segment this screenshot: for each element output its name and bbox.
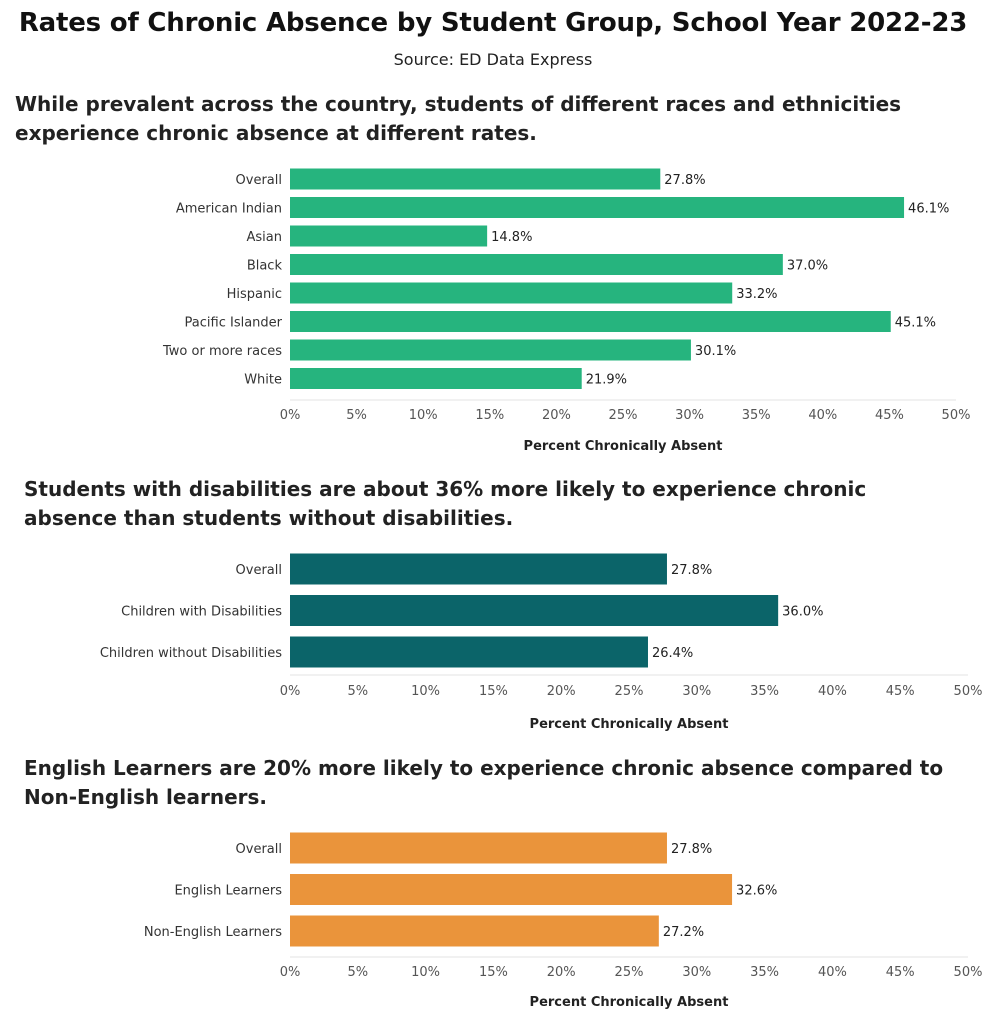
x-tick-label: 50% bbox=[954, 965, 983, 980]
data-label: 27.8% bbox=[671, 842, 712, 857]
bar bbox=[290, 311, 891, 332]
x-tick-label: 5% bbox=[347, 684, 368, 699]
data-label: 30.1% bbox=[695, 344, 736, 359]
x-axis-title: Percent Chronically Absent bbox=[530, 717, 729, 732]
x-tick-label: 45% bbox=[886, 684, 915, 699]
x-tick-label: 5% bbox=[347, 965, 368, 980]
x-tick-label: 30% bbox=[682, 684, 711, 699]
x-tick-label: 15% bbox=[479, 684, 508, 699]
bar bbox=[290, 553, 667, 585]
bar bbox=[290, 874, 733, 905]
data-label: 27.8% bbox=[664, 173, 705, 188]
x-tick-label: 35% bbox=[750, 684, 779, 699]
bar bbox=[290, 282, 733, 304]
x-axis-title: Percent Chronically Absent bbox=[530, 995, 729, 1010]
category-label: Overall bbox=[236, 842, 282, 857]
disability-bar-chart: 0% 5% 10% 15% 20% 25% 30% 35% 40% 45% 50% Overall 27… bbox=[100, 553, 983, 732]
x-axis-title: Percent Chronically Absent bbox=[524, 439, 723, 454]
category-label: Asian bbox=[247, 230, 282, 245]
x-tick-label: 40% bbox=[818, 965, 847, 980]
x-tick-label: 20% bbox=[547, 684, 576, 699]
category-label: Overall bbox=[236, 563, 282, 578]
data-label: 21.9% bbox=[586, 373, 627, 388]
x-tick-label: 50% bbox=[942, 408, 971, 423]
category-label: Overall bbox=[236, 173, 282, 188]
x-tick-label: 30% bbox=[682, 965, 711, 980]
x-tick-label: 45% bbox=[875, 408, 904, 423]
x-tick-label: 25% bbox=[609, 408, 638, 423]
x-tick-label: 40% bbox=[808, 408, 837, 423]
bar bbox=[290, 915, 659, 947]
race-ethnicity-bar-chart: 0% 5% 10% 15% 20% 25% 30% 35% 40% 45% 50% Overall 27… bbox=[162, 168, 971, 454]
x-tick-label: 25% bbox=[615, 965, 644, 980]
x-tick-label: 25% bbox=[615, 684, 644, 699]
x-tick-label: 30% bbox=[675, 408, 704, 423]
source-note: Source: ED Data Express bbox=[393, 50, 593, 69]
x-tick-label: 15% bbox=[479, 965, 508, 980]
x-tick-label: 35% bbox=[750, 965, 779, 980]
data-label: 14.8% bbox=[491, 230, 532, 245]
english-learner-bar-chart: 0% 5% 10% 15% 20% 25% 30% 35% 40% 45% 50% Overall 27… bbox=[144, 832, 983, 1010]
data-label: 26.4% bbox=[652, 646, 693, 661]
category-label: Black bbox=[247, 259, 283, 274]
x-tick-label: 20% bbox=[547, 965, 576, 980]
category-label: Hispanic bbox=[227, 287, 282, 302]
x-tick-label: 5% bbox=[346, 408, 367, 423]
x-tick-label: 0% bbox=[280, 408, 301, 423]
category-label: Non-English Learners bbox=[144, 925, 282, 940]
data-label: 36.0% bbox=[782, 605, 823, 620]
chart-1-title: While prevalent across the country, stud… bbox=[15, 92, 902, 145]
category-label: Pacific Islander bbox=[185, 316, 283, 331]
data-label: 45.1% bbox=[895, 316, 936, 331]
category-label: Two or more races bbox=[162, 344, 282, 359]
data-label: 46.1% bbox=[908, 202, 949, 217]
bar bbox=[290, 254, 783, 275]
category-label: White bbox=[244, 373, 282, 388]
data-label: 33.2% bbox=[736, 287, 777, 302]
x-tick-label: 50% bbox=[954, 684, 983, 699]
page-title: Rates of Chronic Absence by Student Grou… bbox=[18, 8, 968, 38]
x-tick-label: 0% bbox=[280, 965, 301, 980]
bar bbox=[290, 368, 582, 389]
data-label: 32.6% bbox=[736, 884, 777, 899]
data-label: 37.0% bbox=[787, 259, 828, 274]
x-tick-label: 10% bbox=[409, 408, 438, 423]
category-label: Children with Disabilities bbox=[121, 605, 282, 620]
bar bbox=[290, 636, 648, 668]
x-tick-label: 40% bbox=[818, 684, 847, 699]
x-tick-label: 20% bbox=[542, 408, 571, 423]
x-tick-label: 10% bbox=[411, 684, 440, 699]
x-tick-label: 10% bbox=[411, 965, 440, 980]
category-label: English Learners bbox=[174, 884, 282, 899]
bar bbox=[290, 225, 488, 247]
bar bbox=[290, 832, 667, 864]
bar bbox=[290, 595, 779, 626]
data-label: 27.2% bbox=[663, 925, 704, 940]
chart-2-title: Students with disabilities are about 36%… bbox=[24, 477, 867, 530]
data-label: 27.8% bbox=[671, 563, 712, 578]
category-label: American Indian bbox=[176, 202, 282, 217]
x-tick-label: 15% bbox=[475, 408, 504, 423]
x-tick-label: 35% bbox=[742, 408, 771, 423]
chart-3-title: English Learners are 20% more likely to … bbox=[24, 756, 944, 809]
bar bbox=[290, 339, 691, 361]
bar bbox=[290, 168, 661, 190]
x-tick-label: 0% bbox=[280, 684, 301, 699]
bar bbox=[290, 197, 905, 218]
category-label: Children without Disabilities bbox=[100, 646, 282, 661]
x-tick-label: 45% bbox=[886, 965, 915, 980]
